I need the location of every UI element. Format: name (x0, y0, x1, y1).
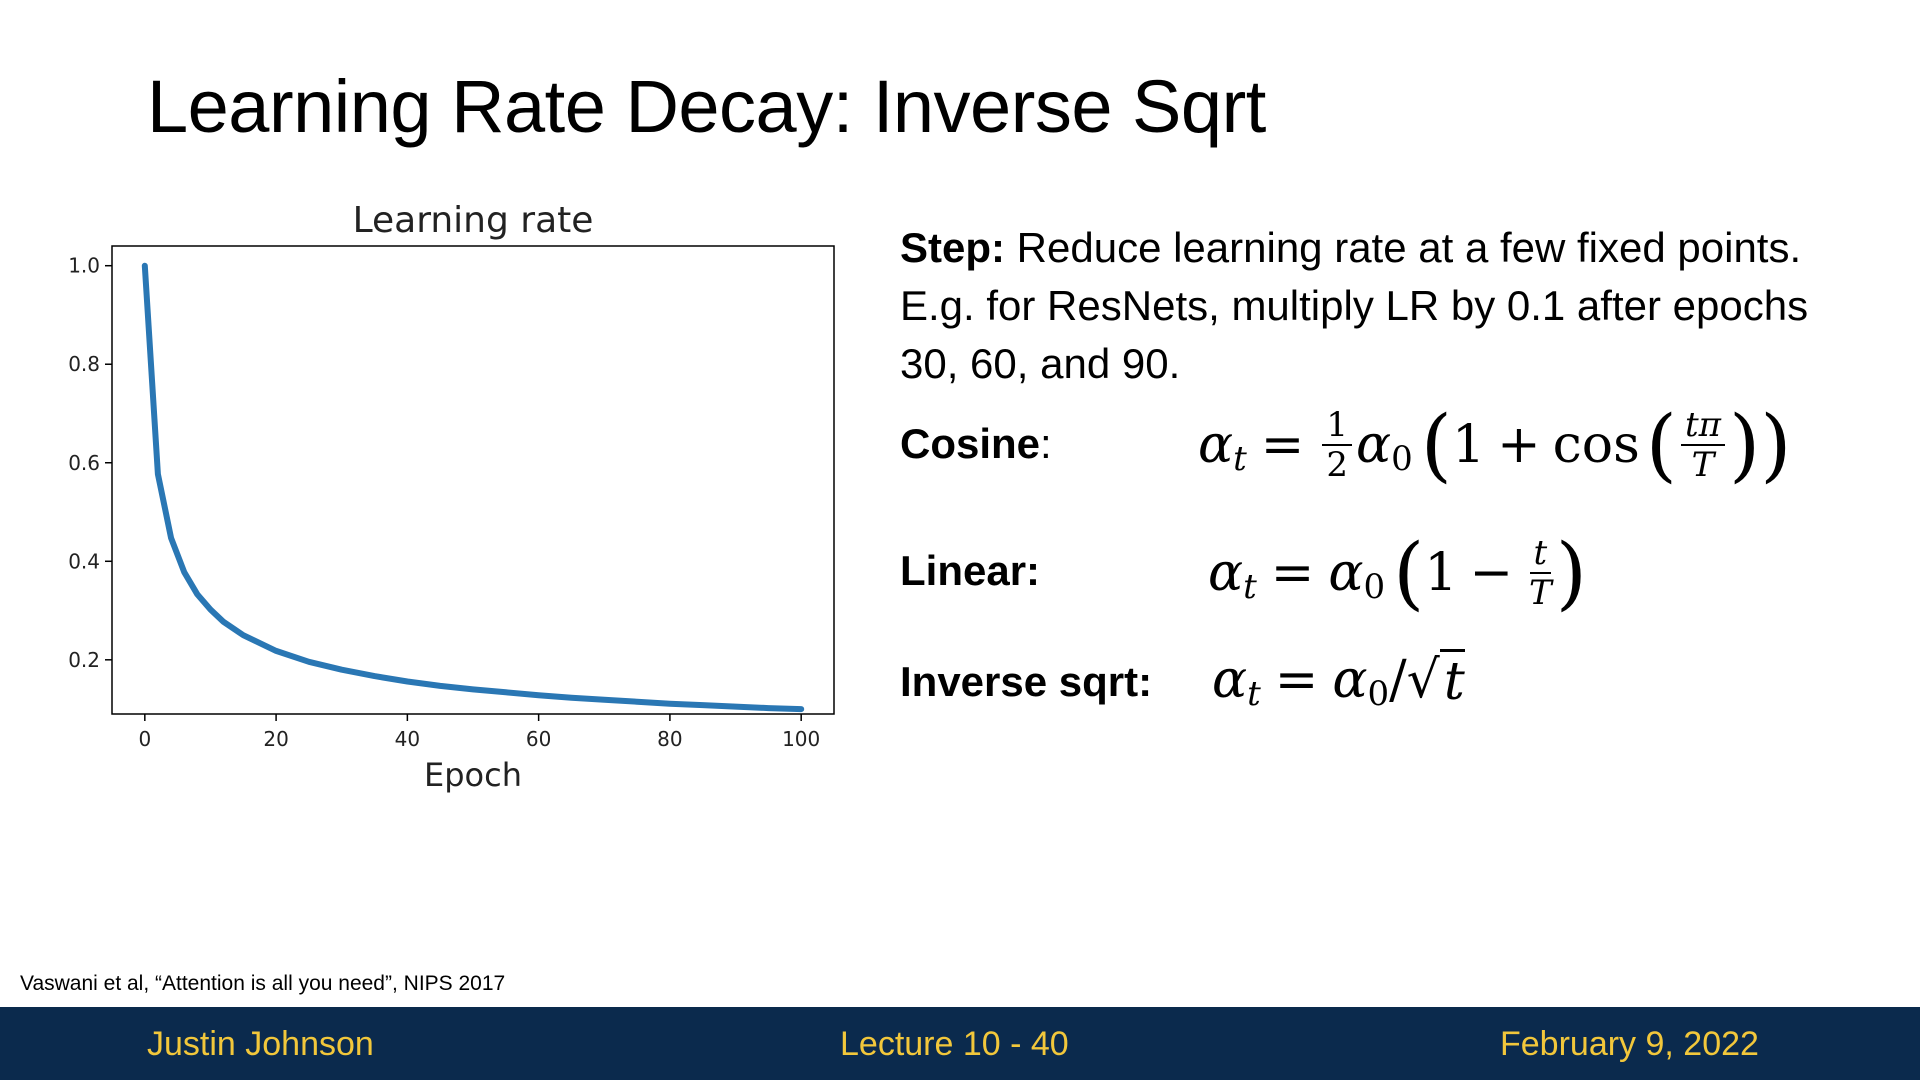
y-tick-label: 0.4 (68, 549, 100, 573)
x-tick-label: 20 (263, 727, 288, 751)
y-tick-label: 1.0 (68, 254, 100, 278)
x-tick-label: 40 (395, 727, 420, 751)
step-description: Step: Reduce learning rate at a few fixe… (900, 219, 1860, 393)
x-tick-label: 80 (657, 727, 682, 751)
x-tick-label: 100 (782, 727, 820, 751)
slide-title: Learning Rate Decay: Inverse Sqrt (147, 62, 1266, 152)
title-rest: : Inverse Sqrt (832, 65, 1267, 148)
citation: Vaswani et al, “Attention is all you nee… (20, 972, 506, 995)
x-axis-label: Epoch (424, 756, 522, 794)
footer-bar: Justin Johnson Lecture 10 - 40 February … (0, 1007, 1920, 1080)
linear-label: Linear: (900, 547, 1041, 594)
cosine-label: Cosine: (900, 420, 1052, 467)
learning-rate-chart: Learning rate Epoch 0 20 40 60 80 100 0.2 0.4 0.6 0… (68, 200, 835, 794)
chart-title: Learning rate (353, 200, 594, 241)
step-label: Step: (900, 224, 1005, 271)
y-tick-label: 0.6 (68, 451, 100, 475)
x-tick-label: 60 (526, 727, 551, 751)
footer-date: February 9, 2022 (1500, 1025, 1759, 1063)
x-tick-label: 0 (138, 727, 151, 751)
step-text: Reduce learning rate at a few fixed poin… (900, 224, 1809, 387)
inverse-sqrt-label: Inverse sqrt: (900, 658, 1153, 705)
footer-author: Justin Johnson (147, 1025, 374, 1063)
series-line (141, 262, 805, 713)
plot-frame (111, 245, 835, 715)
title-bold: Learning Rate Decay (147, 65, 833, 148)
y-tick-label: 0.8 (68, 352, 100, 376)
y-tick-label: 0.2 (68, 648, 100, 672)
footer-lecture: Lecture 10 - 40 (840, 1025, 1069, 1063)
